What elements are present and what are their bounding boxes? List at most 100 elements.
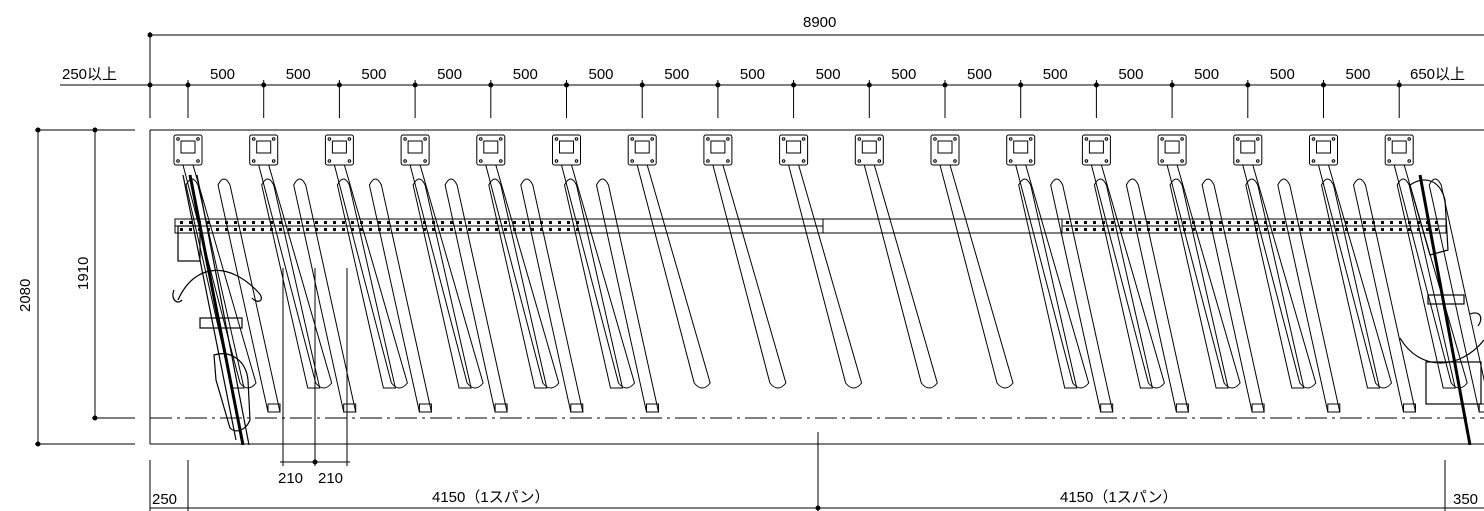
pitch-tick xyxy=(1396,80,1402,118)
rail-stud xyxy=(1255,228,1258,231)
rail-stud xyxy=(342,228,345,231)
rail-stud xyxy=(1165,228,1168,231)
bicycle-left xyxy=(172,174,262,446)
rack-unit xyxy=(400,134,508,413)
rail-stud xyxy=(396,221,399,224)
rail-stud xyxy=(450,221,453,224)
rail-stud xyxy=(1156,228,1159,231)
rail-stud xyxy=(504,221,507,224)
pitch-label: 500 xyxy=(891,66,916,83)
rail-stud xyxy=(1336,228,1339,231)
bicycle-right xyxy=(1399,174,1484,446)
rail-stud xyxy=(1363,221,1366,224)
rail-stud xyxy=(1300,221,1303,224)
pitch-tick xyxy=(866,80,872,118)
rail-stud xyxy=(243,228,246,231)
rail-stud xyxy=(531,228,534,231)
rail-stud xyxy=(576,228,579,231)
rail-stud xyxy=(1291,228,1294,231)
rail-stud xyxy=(315,221,318,224)
pitch-label: 500 xyxy=(286,66,311,83)
rack-unit xyxy=(1081,134,1190,413)
pitch-tick xyxy=(336,80,342,118)
rail-stud xyxy=(234,221,237,224)
span-label-left: 4150（1スパン） xyxy=(432,489,549,506)
pitch-tick xyxy=(261,80,267,118)
rail-stud xyxy=(459,228,462,231)
rail-stud xyxy=(378,221,381,224)
rail-stud xyxy=(558,221,561,224)
pitch-tick xyxy=(1018,80,1024,118)
pitch-tick xyxy=(639,80,645,118)
rack-frame xyxy=(149,129,1484,445)
rail-stud xyxy=(414,228,417,231)
rail-stud xyxy=(288,228,291,231)
rail-stud xyxy=(1318,221,1321,224)
height-dimensions xyxy=(35,127,135,447)
rail-stud xyxy=(1327,221,1330,224)
rail-stud xyxy=(1354,221,1357,224)
rail-stud xyxy=(1291,221,1294,224)
rail-stud xyxy=(567,221,570,224)
rail-stud xyxy=(387,228,390,231)
rail-stud xyxy=(549,228,552,231)
pitch-label: 500 xyxy=(967,66,992,83)
rail-stud xyxy=(486,221,489,224)
rail-stud xyxy=(450,228,453,231)
rail-stud xyxy=(252,228,255,231)
rail-stud xyxy=(495,221,498,224)
rail-stud xyxy=(1129,221,1132,224)
rail-stud xyxy=(1246,228,1249,231)
rail-stud xyxy=(1174,228,1177,231)
rail-stud xyxy=(1219,228,1222,231)
pitch-tick xyxy=(1169,80,1175,118)
rail-stud xyxy=(1084,221,1087,224)
rail-stud xyxy=(342,221,345,224)
rail-stud xyxy=(441,228,444,231)
pitch-tick xyxy=(942,80,948,118)
rail-stud xyxy=(1111,221,1114,224)
pitch-tick xyxy=(488,80,494,118)
rail-stud xyxy=(495,228,498,231)
rail-stud xyxy=(567,228,570,231)
rail-stud xyxy=(459,221,462,224)
rail-stud xyxy=(1399,221,1402,224)
rail-stud xyxy=(1066,228,1069,231)
rail-stud xyxy=(468,221,471,224)
bottom-right-offset-label: 350 xyxy=(1453,491,1478,508)
rail-stud xyxy=(1165,221,1168,224)
pitch-tick xyxy=(412,80,418,118)
rail-stud xyxy=(396,228,399,231)
rail-stud xyxy=(1399,228,1402,231)
rail-stud xyxy=(1390,221,1393,224)
rail-stud xyxy=(1147,221,1150,224)
rail-stud xyxy=(333,228,336,231)
rail-stud xyxy=(1264,228,1267,231)
rail-stud xyxy=(1390,228,1393,231)
rail-stud xyxy=(216,221,219,224)
rack-unit xyxy=(552,134,660,413)
pitch-label: 500 xyxy=(1270,66,1295,83)
rail-stud xyxy=(351,228,354,231)
rail-stud xyxy=(288,221,291,224)
pitch-label: 500 xyxy=(664,66,689,83)
rail-stud xyxy=(1093,221,1096,224)
rail-stud xyxy=(225,228,228,231)
rail-stud xyxy=(1336,221,1339,224)
rail-stud xyxy=(369,221,372,224)
rail-stud xyxy=(1282,221,1285,224)
rail-stud xyxy=(189,228,192,231)
rail-stud xyxy=(558,228,561,231)
rail-stud xyxy=(324,221,327,224)
pitch-label: 500 xyxy=(361,66,386,83)
right-clearance-label: 650以上 xyxy=(1410,66,1465,83)
pitch-labels: 500 500 500 500 500 500 500 500 500 500 500 500 500 5… xyxy=(210,66,1371,83)
rail-stud xyxy=(324,228,327,231)
rail-stud xyxy=(1345,228,1348,231)
rail-stud xyxy=(207,221,210,224)
pitch-label: 500 xyxy=(1118,66,1143,83)
rail-stud xyxy=(1183,221,1186,224)
rail-stud xyxy=(1363,228,1366,231)
rail-stud xyxy=(1228,228,1231,231)
